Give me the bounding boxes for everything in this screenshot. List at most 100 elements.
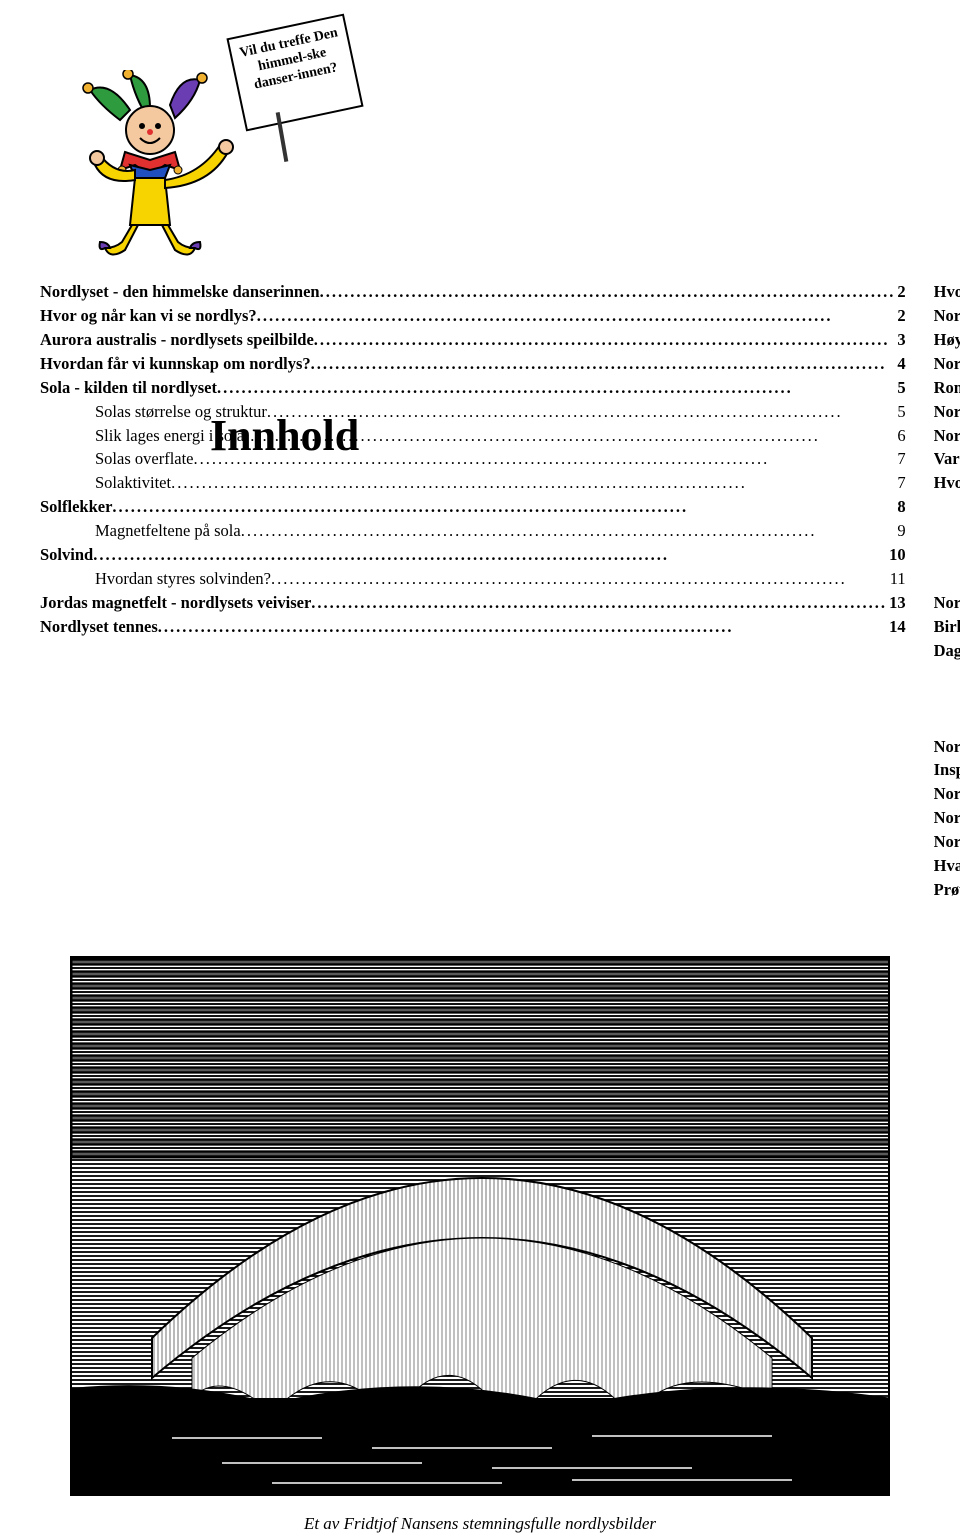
toc-leader-dots [217,376,895,400]
toc-entry: Slik lages energi i sola6 [40,424,906,448]
toc-entry: Aurora australis - nordlysets speilbilde… [40,328,906,352]
toc-entry: Nordlyset i historien34 [934,735,960,759]
toc-entry: Hva nordlysforskning kan fortelle oss39 [934,854,960,878]
toc-leader-dots [257,304,896,328]
toc-leader-dots [311,352,896,376]
aurora-engraving [70,956,890,1496]
toc-entry: Høyden av nordlyset17 [934,328,960,352]
toc-label: Nordlys og været [934,830,960,854]
toc-column-right: Hvordan kan atomer og molekyler i atmosf… [934,280,960,926]
toc-label: Nordlyslyd - et mysterium [934,806,960,830]
toc-leader-dots [314,328,896,352]
toc-entry: Dagens og morgendagens nordlysforskning3… [934,639,960,663]
toc-page-number: 5 [895,376,905,400]
toc-entry: Nordlyssonene26 [934,495,960,519]
toc-entry: Nordlysets intensitet og form23 [934,400,960,424]
illustration-caption: Et av Fridtjof Nansens stemningsfulle no… [40,1514,920,1534]
toc-entry: Romforskning21 [934,376,960,400]
toc-entry: Prøv deg som nordlysobservatør40 [934,878,960,902]
header-area: Vil du treffe Den himmel-ske danser-inne… [40,20,920,260]
toc-entry: Nordlyset - den himmelske danserinnen 2 [40,280,906,304]
toc-entry: Inspirasjonskilde for kunstnere35 [934,758,960,782]
toc-page-number: 2 [895,304,905,328]
toc-label: Solaktivitet [95,471,171,495]
toc-label: Nordlyset - den himmelske danserinnen [40,280,320,304]
toc-leader-dots [320,280,896,304]
toc-page-number: 7 [895,471,905,495]
toc-entry: Hvordan får vi kunnskap om nordlys?4 [40,352,906,376]
toc-page-number: 13 [887,591,906,615]
toc-entry: Jordas magnetfelt - nordlysets veiviser 1… [40,591,906,615]
toc-entry: Nordlyslyd - et mysterium38 [934,806,960,830]
toc-entry: Variasjoner i nordlysforekomst25 [934,447,960,471]
toc-label: Magnetfeltene på sola [95,519,241,543]
toc-label: Dagens og morgendagens nordlysforskning [934,639,960,663]
toc-label: Solas overflate [95,447,194,471]
toc-entry: Solas overflate 7 [40,447,906,471]
toc-leader-dots [271,567,888,591]
toc-label: Nordlysets farger [934,304,960,328]
toc-entry: Andøya rakettskytefelt31 [934,663,960,687]
toc-entry: Tips om fotografering40 [934,902,960,926]
toc-columns: Nordlyset - den himmelske danserinnen2Hv… [40,280,920,926]
toc-label: Hvordan kan atomer og molekyler i atmosf… [934,280,960,304]
toc-entry: Nordlysets farger16 [934,304,960,328]
toc-entry: Magnetfeltene på sola 9 [40,519,906,543]
toc-page-number: 14 [887,615,906,639]
toc-entry: Hvordan kan atomer og molekyler i atmosf… [934,280,960,304]
toc-entry: Hvordan styres solvinden?11 [40,567,906,591]
jester-illustration-area: Vil du treffe Den himmel-ske danser-inne… [40,20,460,260]
toc-entry: Hvor og når kan vi se nordlys? 2 [40,304,906,328]
toc-entry: Solaktivitet 7 [40,471,906,495]
toc-page-number: 9 [895,519,905,543]
toc-entry: Nordlyset tennes 14 [40,615,906,639]
toc-page-number: 3 [895,328,905,352]
toc-label: Hvor ser vi nordlys? [934,471,960,495]
toc-column-left: Nordlyset - den himmelske danserinnen2Hv… [40,280,906,926]
toc-leader-dots [311,591,887,615]
toc-label: Nordlysets intensitet og form [934,400,960,424]
toc-label: Sola - kilden til nordlyset [40,376,217,400]
toc-entry: Sola - kilden til nordlyset 5 [40,376,906,400]
toc-page-number: 8 [895,495,905,519]
toc-label: Romforskning [934,376,960,400]
toc-page-number: 11 [888,567,906,591]
toc-label: Nordlys - et skuespill i 4 akter [934,424,960,448]
toc-entry: Nordlysforskningen - en norsk paradegren… [934,591,960,615]
toc-entry: Polarnordlys27 [934,543,960,567]
toc-entry: Hvor ser vi nordlys?26 [934,471,960,495]
toc-label: Nordlysfotografier i farger [934,352,960,376]
toc-label: Nordlyset tennes [40,615,158,639]
toc-page-number: 5 [895,400,905,424]
toc-leader-dots [241,519,896,543]
toc-label: Hva nordlysforskning kan fortelle oss [934,854,960,878]
toc-entry: Solflekker 8 [40,495,906,519]
toc-leader-dots [93,543,887,567]
toc-entry: Birkelands Terrella-eksperiment30 [934,615,960,639]
toc-label: Birkelands Terrella-eksperiment [934,615,960,639]
toc-entry: EISCAT «lytter» til ekko fra nordlyset33 [934,711,960,735]
jester-icon [70,70,270,260]
toc-label: Hvordan får vi kunnskap om nordlys? [40,352,311,376]
toc-leader-dots [267,400,896,424]
toc-page-number: 2 [895,280,905,304]
toc-leader-dots [158,615,887,639]
toc-label: Nordlyset i historien [934,735,960,759]
page-title: Innhold [210,410,359,461]
toc-entry: Solas størrelse og struktur5 [40,400,906,424]
toc-entry: Solvind10 [40,543,906,567]
toc-leader-dots [171,471,895,495]
toc-page-number: 7 [895,447,905,471]
toc-label: Aurora australis - nordlysets speilbilde [40,328,314,352]
toc-label: Prøv deg som nordlysobservatør [934,878,960,902]
toc-label: Hvor og når kan vi se nordlys? [40,304,257,328]
toc-label: Solvind [40,543,93,567]
toc-label: Variasjoner i nordlysforekomst [934,447,960,471]
toc-page-number: 6 [895,424,905,448]
toc-label: Solflekker [40,495,112,519]
toc-label: Høyden av nordlyset [934,328,960,352]
toc-leader-dots [112,495,895,519]
toc-label: Jordas magnetfelt - nordlysets veiviser [40,591,311,615]
toc-entry: Nordlysfotografier i farger19 [934,352,960,376]
toc-entry: Nordlys i mytologi og folketro37 [934,782,960,806]
